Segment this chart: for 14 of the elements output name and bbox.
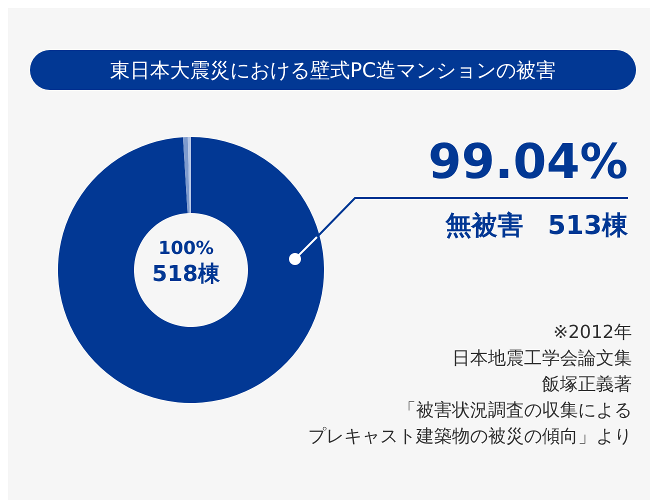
text: 「被害状況調査の収集による bbox=[397, 399, 632, 423]
text: 飯塚正義著 bbox=[541, 373, 632, 397]
text: プレキャスト建築物の被災の傾向」より bbox=[308, 425, 632, 449]
slice-label: 無被害 bbox=[446, 211, 524, 241]
data-label: 99.04% bbox=[428, 133, 628, 192]
donut-slice bbox=[58, 137, 324, 403]
text: ※2012年 bbox=[552, 321, 632, 345]
text: 518棟 bbox=[151, 262, 221, 288]
chart-title: 東日本大震災における壁式PC造マンションの被害 bbox=[30, 50, 636, 90]
donut-slice bbox=[188, 137, 191, 214]
text: 日本地震工学会論文集 bbox=[451, 347, 632, 371]
text: 100% bbox=[157, 237, 215, 261]
donut-slice bbox=[182, 137, 190, 214]
text: 513棟 bbox=[548, 211, 628, 241]
